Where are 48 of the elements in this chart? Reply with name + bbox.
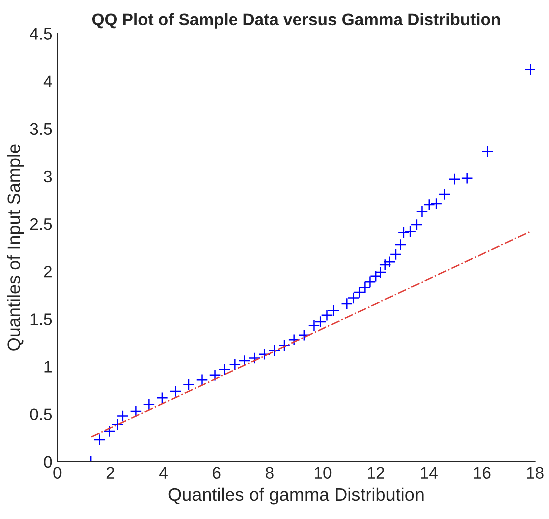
point: [182, 378, 195, 391]
x-tick-label: 6: [213, 467, 221, 480]
y-tick-label: 2.5: [30, 218, 52, 230]
point: [288, 334, 300, 346]
point: [430, 198, 443, 210]
point: [438, 188, 451, 201]
point: [394, 238, 407, 251]
x-axis-title: Quantiles of gamma Distribution: [168, 488, 424, 505]
y-tick-label: 1: [44, 361, 52, 373]
point: [448, 173, 461, 186]
point: [209, 369, 222, 382]
point: [143, 398, 156, 411]
point: [218, 364, 231, 376]
point: [94, 434, 106, 446]
x-tick-label: 14: [421, 467, 438, 479]
y-tick-label: 0: [44, 456, 52, 468]
point: [248, 352, 261, 364]
point: [398, 226, 410, 239]
point: [130, 405, 142, 418]
x-tick-label: 12: [368, 467, 384, 479]
y-tick-label: 4.5: [30, 28, 52, 40]
point: [156, 392, 168, 404]
x-tick-label: 18: [527, 467, 544, 480]
y-axis-title: Quantiles of Input Sample: [7, 144, 24, 351]
y-tick-label: 1.5: [30, 314, 52, 326]
point: [461, 172, 474, 184]
point: [482, 146, 494, 158]
y-tick-label: 0.5: [30, 408, 52, 421]
point: [229, 358, 242, 371]
point: [196, 374, 208, 386]
point: [238, 355, 251, 368]
y-tick-label: 3.5: [30, 123, 52, 136]
point: [268, 344, 281, 357]
x-tick-label: 8: [266, 467, 274, 480]
y-tick-label: 2: [44, 266, 52, 278]
chart-title: QQ Plot of Sample Data versus Gamma Distribution: [92, 13, 500, 29]
x-tick-label: 16: [474, 467, 491, 480]
point: [258, 348, 271, 360]
x-tick-label: 10: [315, 467, 332, 480]
y-tick-label: 4: [44, 76, 52, 88]
point: [278, 340, 291, 352]
x-tick-label: 0: [54, 467, 62, 480]
x-tick-label: 2: [106, 467, 115, 479]
point: [524, 64, 536, 76]
x-tick-label: 4: [160, 467, 168, 479]
point: [298, 329, 310, 342]
y-tick-label: 3: [44, 170, 52, 183]
point: [170, 385, 182, 398]
